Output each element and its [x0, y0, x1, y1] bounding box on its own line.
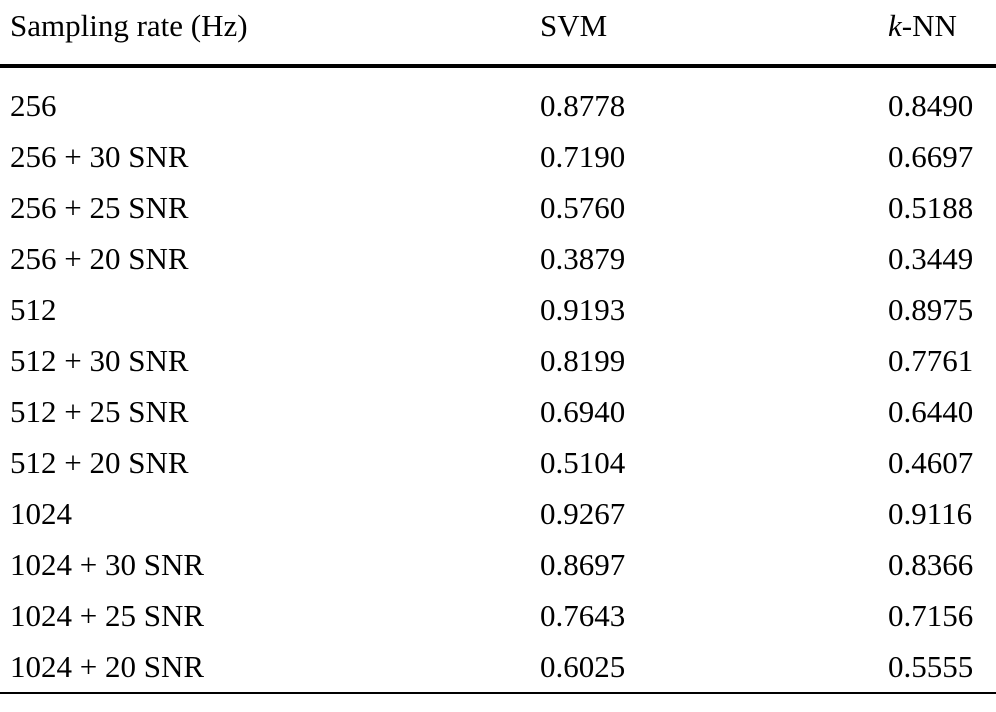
- cell-sampling-rate: 1024 + 20 SNR: [10, 649, 205, 684]
- table-row: 1024 + 25 SNR 0.7643 0.7156: [0, 590, 996, 641]
- cell-svm: 0.5104: [540, 445, 626, 480]
- cell-knn: 0.8366: [888, 547, 974, 582]
- header-svm: SVM: [540, 8, 608, 43]
- table-row: 256 + 30 SNR 0.7190 0.6697: [0, 131, 996, 182]
- cell-knn: 0.5188: [888, 190, 974, 225]
- cell-svm: 0.9267: [540, 496, 626, 531]
- cell-sampling-rate: 256 + 20 SNR: [10, 241, 189, 276]
- cell-knn: 0.4607: [888, 445, 974, 480]
- cell-svm: 0.8778: [540, 88, 626, 123]
- cell-knn: 0.6697: [888, 139, 974, 174]
- cell-sampling-rate: 512 + 25 SNR: [10, 394, 189, 429]
- cell-sampling-rate: 512 + 30 SNR: [10, 343, 189, 378]
- cell-sampling-rate: 1024: [10, 496, 72, 531]
- cell-knn: 0.6440: [888, 394, 974, 429]
- cell-sampling-rate: 256 + 30 SNR: [10, 139, 189, 174]
- cell-sampling-rate: 512 + 20 SNR: [10, 445, 189, 480]
- cell-svm: 0.8697: [540, 547, 626, 582]
- cell-sampling-rate: 1024 + 25 SNR: [10, 598, 205, 633]
- cell-sampling-rate: 1024 + 30 SNR: [10, 547, 205, 582]
- cell-svm: 0.3879: [540, 241, 626, 276]
- cell-knn: 0.5555: [888, 649, 974, 684]
- cell-svm: 0.5760: [540, 190, 626, 225]
- header-knn-suffix: -NN: [901, 8, 957, 43]
- cell-svm: 0.7190: [540, 139, 626, 174]
- cell-knn: 0.7761: [888, 343, 974, 378]
- cell-knn: 0.7156: [888, 598, 974, 633]
- table-row: 512 0.9193 0.8975: [0, 284, 996, 335]
- header-sampling-rate: Sampling rate (Hz): [10, 8, 248, 43]
- table-row: 512 + 20 SNR 0.5104 0.4607: [0, 437, 996, 488]
- table-row: 256 0.8778 0.8490: [0, 66, 996, 131]
- cell-knn: 0.8490: [888, 88, 974, 123]
- cell-sampling-rate: 256 + 25 SNR: [10, 190, 189, 225]
- header-row: Sampling rate (Hz) SVM k-NN: [0, 0, 996, 66]
- cell-svm: 0.6025: [540, 649, 626, 684]
- table-row: 1024 0.9267 0.9116: [0, 488, 996, 539]
- table-row: 1024 + 20 SNR 0.6025 0.5555: [0, 641, 996, 693]
- cell-sampling-rate: 512: [10, 292, 57, 327]
- table-row: 512 + 30 SNR 0.8199 0.7761: [0, 335, 996, 386]
- table-row: 1024 + 30 SNR 0.8697 0.8366: [0, 539, 996, 590]
- table-row: 256 + 25 SNR 0.5760 0.5188: [0, 182, 996, 233]
- cell-svm: 0.7643: [540, 598, 626, 633]
- cell-svm: 0.9193: [540, 292, 626, 327]
- results-table: Sampling rate (Hz) SVM k-NN 256 0.8778 0…: [0, 0, 996, 693]
- table-row: 256 + 20 SNR 0.3879 0.3449: [0, 233, 996, 284]
- table-row: 512 + 25 SNR 0.6940 0.6440: [0, 386, 996, 437]
- cell-knn: 0.9116: [888, 496, 973, 531]
- cell-knn: 0.3449: [888, 241, 974, 276]
- cell-sampling-rate: 256: [10, 88, 57, 123]
- cell-svm: 0.6940: [540, 394, 626, 429]
- cell-svm: 0.8199: [540, 343, 626, 378]
- cell-knn: 0.8975: [888, 292, 974, 327]
- header-knn: k-NN: [888, 0, 996, 66]
- header-knn-k: k: [888, 8, 902, 43]
